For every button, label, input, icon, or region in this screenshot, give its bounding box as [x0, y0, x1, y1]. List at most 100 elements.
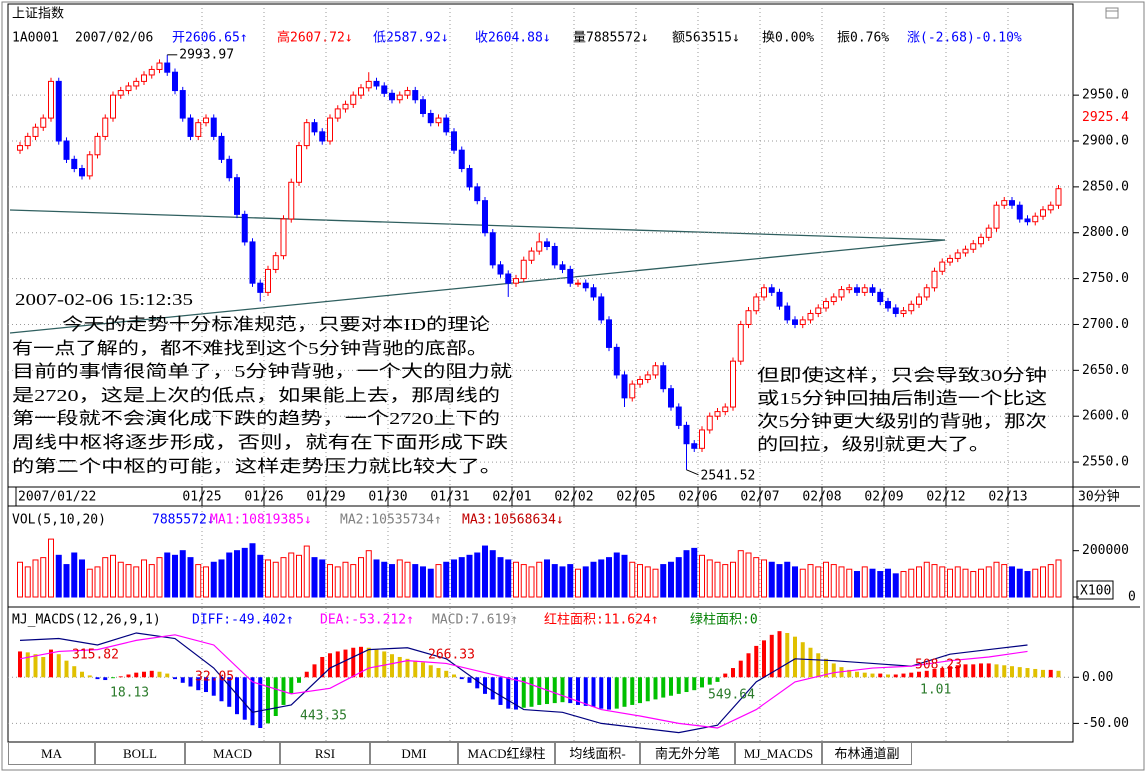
macd-bar: [111, 677, 115, 679]
candle-body: [668, 388, 674, 408]
candle-body: [303, 122, 310, 147]
x-tick-label: 02/13: [988, 490, 1027, 505]
period-label: 30分钟: [1078, 489, 1120, 505]
macd-bar: [204, 677, 208, 693]
macd-bar: [932, 668, 937, 678]
quote-field: 1A0001: [12, 31, 59, 46]
volume-bar: [1024, 571, 1031, 598]
macd-bar: [777, 631, 782, 678]
volume-bar: [606, 557, 612, 598]
window-icon[interactable]: [1105, 7, 1119, 19]
volume-bar: [288, 552, 295, 598]
max-label: 2993.97: [179, 47, 234, 62]
volume-bar: [745, 552, 752, 598]
macd-bar: [1017, 667, 1022, 678]
candle-body: [334, 108, 341, 119]
candle-body: [528, 250, 535, 261]
candle-body: [590, 287, 597, 298]
indicator-tab[interactable]: DMI: [370, 743, 458, 765]
candle-body: [908, 303, 915, 312]
indicator-tab[interactable]: RSI: [280, 743, 370, 765]
indicator-tab[interactable]: MA: [8, 743, 95, 765]
x-tick-label: 02/08: [802, 490, 841, 505]
macd-bar: [320, 656, 325, 678]
candle-body: [234, 177, 240, 215]
candle-body: [567, 268, 574, 284]
volume-bar: [71, 552, 78, 598]
indicator-tab[interactable]: MJ_MACDS: [735, 743, 822, 765]
macd-bar: [498, 677, 503, 705]
candle-body: [117, 90, 124, 96]
indicator-tab[interactable]: BOLL: [95, 743, 185, 765]
macd-bar: [661, 677, 666, 698]
candle-body: [730, 360, 736, 408]
candle-body: [48, 80, 54, 119]
candle-body: [489, 232, 496, 266]
volume-bar: [86, 568, 93, 598]
indicator-tab[interactable]: MACD: [185, 743, 280, 765]
macd-bar: [692, 677, 697, 691]
candle-body: [551, 246, 558, 266]
y-tick-label: 2950.0: [1082, 88, 1129, 103]
indicator-tab[interactable]: MACD红绿柱: [458, 743, 555, 765]
note-line: 或15分钟回抽后制造一个比这: [757, 389, 1047, 408]
volume-bar: [141, 559, 147, 598]
macd-bar: [599, 677, 604, 709]
macd-bar: [80, 671, 84, 678]
macd-bar: [436, 668, 441, 678]
volume-bar: [629, 561, 636, 598]
volume-bar: [466, 554, 473, 598]
macd-bar: [955, 665, 960, 678]
candle-body: [745, 310, 752, 325]
volume-bar: [582, 566, 589, 598]
volume-bar: [133, 566, 140, 598]
volume-bar: [823, 561, 829, 598]
macd-bar: [785, 632, 790, 678]
note-line: 有一点了解的，都不难找到这个5分钟背驰的底部。: [12, 339, 488, 358]
volume-bar: [381, 561, 388, 598]
candle-body: [350, 94, 357, 105]
volume-bar: [474, 552, 481, 598]
volume-bar: [947, 568, 953, 598]
macd-bar: [227, 677, 232, 707]
macd-bar: [676, 677, 681, 694]
volume-bar: [249, 543, 256, 598]
y-tick-label: 2850.0: [1082, 179, 1129, 194]
volume-bar: [699, 554, 705, 598]
volume-bar: [637, 564, 643, 598]
macd-bar: [211, 677, 216, 696]
volume-bar: [854, 571, 860, 598]
volume-bar: [156, 557, 163, 598]
candle-body: [978, 236, 984, 245]
macd-bar: [25, 652, 30, 678]
x-tick-label: 02/07: [740, 490, 779, 505]
candle-body: [381, 85, 388, 94]
note-timestamp: 2007-02-06 15:12:35: [15, 290, 193, 309]
macd-bar: [126, 674, 131, 678]
indicator-tab[interactable]: 均线面积-: [555, 743, 640, 765]
candle-body: [854, 287, 860, 293]
candle-body: [544, 241, 550, 248]
candle-body: [815, 307, 822, 314]
volume-bar: [792, 566, 798, 598]
macd-bar: [405, 658, 410, 678]
macd-bar: [266, 677, 270, 724]
macd-bar: [847, 669, 852, 678]
candle-body: [706, 415, 713, 431]
macd-bar: [196, 677, 201, 691]
note-line: 周线中枢将逐步形成，否则，就有在下面形成下跌: [12, 433, 508, 452]
volume-bar: [482, 545, 488, 598]
candle-body: [947, 257, 953, 263]
legend-text: MA3:10568634↓: [462, 513, 564, 528]
macd-bar: [700, 677, 704, 688]
macd-bar: [390, 654, 394, 678]
macd-bar: [304, 671, 309, 678]
macd-bar: [157, 671, 162, 678]
indicator-tab[interactable]: 布林通道副: [822, 743, 912, 765]
candle-body: [652, 365, 659, 376]
candle-body: [218, 135, 225, 160]
indicator-tab[interactable]: 南无外分笔: [640, 743, 735, 765]
quote-field: 额563515↓: [672, 31, 740, 46]
volume-bar: [32, 559, 39, 598]
